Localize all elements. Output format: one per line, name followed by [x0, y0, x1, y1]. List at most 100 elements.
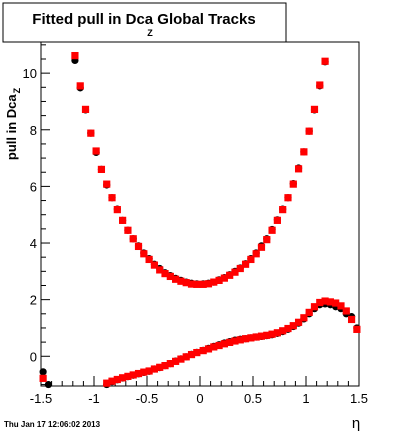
- data-point-red: [204, 345, 213, 353]
- data-point-red: [247, 334, 255, 342]
- data-point-red: [177, 277, 185, 285]
- data-point-black: [39, 368, 47, 376]
- data-point-red: [182, 279, 190, 287]
- data-point-red: [134, 369, 143, 378]
- data-point-red: [199, 347, 207, 355]
- data-point-red: [215, 276, 223, 284]
- data-point-red: [103, 379, 111, 387]
- data-point-red: [215, 341, 223, 350]
- plot-area: -1.5 -1 -0.5 0 0.5 1 1.5 0 2 4 6 8 10: [23, 41, 368, 406]
- data-point-red: [305, 127, 313, 135]
- data-point-red: [39, 374, 47, 382]
- data-point-red: [193, 348, 201, 357]
- x-tick-label: -0.5: [136, 391, 158, 406]
- data-point-red: [150, 261, 159, 269]
- data-point-red: [321, 297, 329, 305]
- plot-frame: [40, 41, 360, 387]
- data-point-red: [187, 350, 196, 359]
- data-point-red: [161, 362, 169, 370]
- data-point-red: [220, 274, 228, 282]
- data-point-red: [71, 51, 79, 60]
- data-point-red: [300, 314, 308, 322]
- data-point-red: [145, 367, 153, 375]
- data-point-red: [210, 278, 218, 286]
- data-point-red: [231, 268, 239, 276]
- data-point-red: [129, 235, 137, 243]
- data-point-red: [172, 275, 180, 283]
- data-point-red: [177, 355, 185, 363]
- data-point-red: [187, 280, 196, 288]
- data-point-red: [226, 338, 234, 346]
- data-point-red: [326, 298, 334, 306]
- data-point-red: [156, 363, 164, 371]
- data-point-red: [103, 180, 111, 188]
- data-point-black: [44, 380, 53, 389]
- data-point-red: [300, 148, 308, 156]
- data-point-red: [166, 272, 174, 281]
- data-point-red: [129, 371, 137, 379]
- data-point-red: [124, 226, 132, 234]
- x-tick-label: 1.5: [350, 391, 368, 406]
- data-point-red: [172, 357, 180, 365]
- data-point-red: [140, 250, 148, 258]
- data-point-red: [108, 377, 116, 385]
- data-point-red: [347, 315, 356, 324]
- data-point-red: [236, 336, 244, 344]
- y-axis-label-group: pull in DcaZ: [4, 87, 22, 160]
- x-tick-label: 0: [196, 391, 203, 406]
- data-point-red: [204, 280, 213, 288]
- data-point-red: [81, 105, 90, 113]
- data-point-red: [284, 194, 292, 202]
- data-point-red: [231, 337, 239, 345]
- data-point-red: [108, 194, 116, 202]
- y-tick-label: 4: [30, 236, 37, 251]
- data-point-red: [161, 269, 169, 278]
- data-point-red: [134, 242, 143, 251]
- data-point-red: [289, 322, 297, 330]
- data-point-red: [353, 325, 361, 333]
- x-tick-label: -1.5: [30, 391, 52, 406]
- x-tick-label: 1: [302, 391, 309, 406]
- y-tick-label: 0: [30, 349, 37, 364]
- data-point-red: [310, 105, 319, 113]
- data-point-red: [210, 343, 218, 351]
- data-point-red: [76, 82, 84, 90]
- data-point-red: [124, 372, 132, 380]
- y-tick-label: 10: [23, 66, 37, 81]
- data-point-red: [140, 368, 148, 376]
- chart-title: Fitted pull in Dca Global Tracks: [32, 11, 255, 28]
- data-point-red: [289, 180, 297, 188]
- data-point-red: [279, 327, 287, 335]
- data-point-red: [337, 302, 345, 310]
- x-tick-label: 0.5: [244, 391, 262, 406]
- data-point-red: [263, 236, 271, 244]
- data-point-red: [199, 280, 207, 288]
- data-point-red: [294, 165, 303, 173]
- data-point-red: [252, 333, 260, 341]
- y-axis-label: pull in DcaZ: [4, 87, 22, 160]
- data-point-red: [241, 335, 250, 343]
- data-point-red: [252, 250, 260, 258]
- data-point-red: [119, 216, 127, 224]
- data-point-red: [145, 255, 153, 264]
- data-point-red: [150, 365, 159, 373]
- data-point-red: [119, 374, 127, 382]
- data-point-red: [113, 375, 121, 384]
- data-point-red: [257, 243, 266, 251]
- data-point-red: [220, 340, 228, 348]
- data-point-red: [273, 329, 281, 337]
- data-point-red: [305, 308, 313, 316]
- data-point-red: [241, 260, 250, 268]
- data-point-red: [257, 332, 266, 340]
- data-point-red: [247, 255, 255, 264]
- chart-title-subscript: Z: [147, 28, 153, 38]
- y-tick-label: 8: [30, 123, 37, 138]
- data-point-red: [87, 129, 95, 137]
- data-point-red: [263, 331, 271, 339]
- data-point-red: [284, 324, 292, 333]
- y-tick-label: 2: [30, 293, 37, 308]
- data-point-red: [342, 307, 350, 315]
- data-point-red: [310, 303, 319, 311]
- data-point-red: [113, 206, 121, 214]
